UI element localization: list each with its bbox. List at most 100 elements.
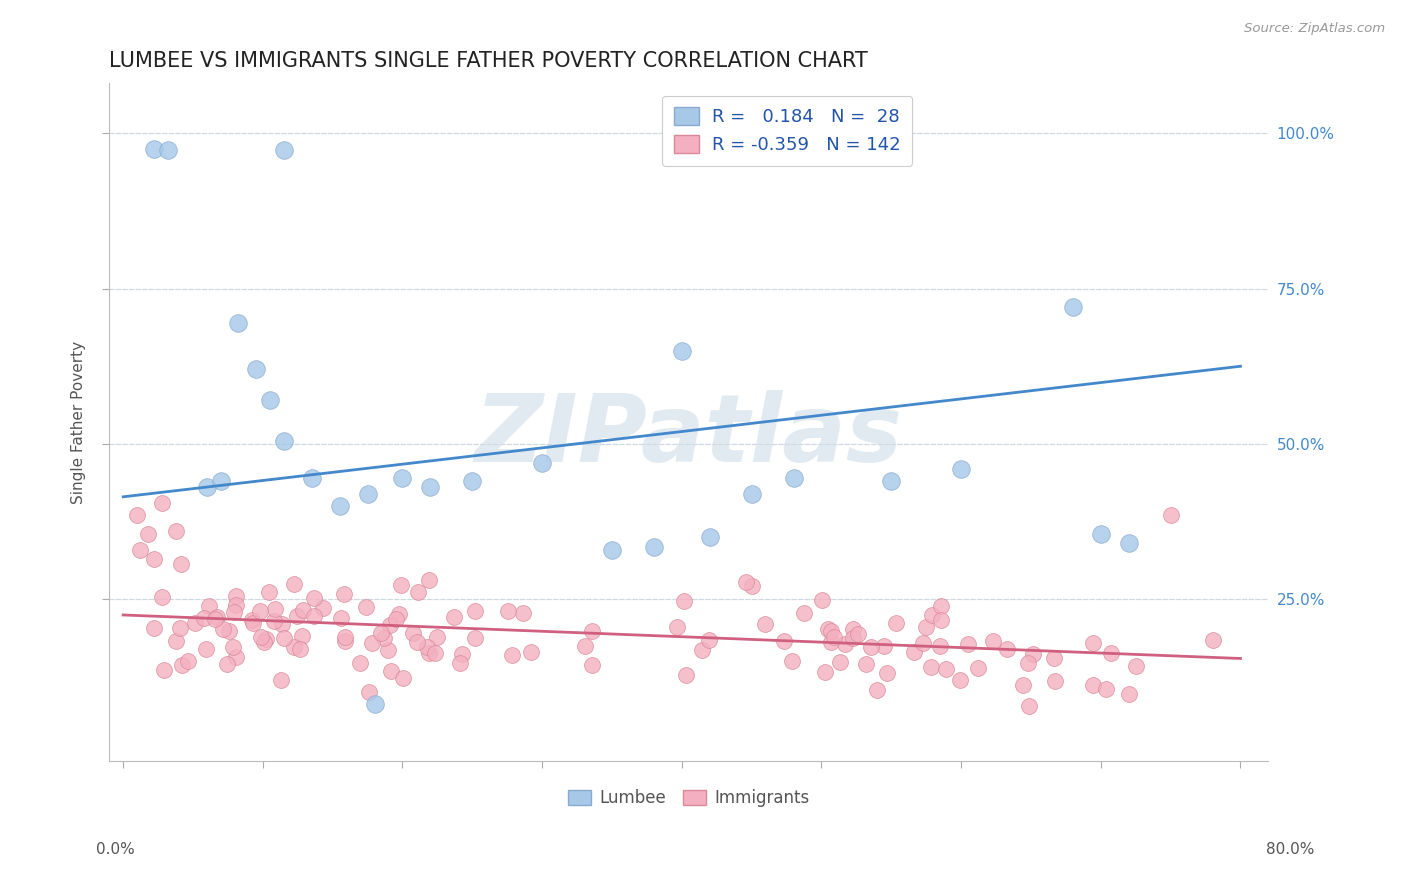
Legend: Lumbee, Immigrants: Lumbee, Immigrants bbox=[561, 782, 817, 814]
Point bbox=[222, 605, 245, 619]
Point bbox=[218, 624, 240, 638]
Point bbox=[406, 584, 429, 599]
Point bbox=[842, 631, 865, 645]
Point bbox=[419, 481, 441, 495]
Point bbox=[957, 637, 980, 651]
Point bbox=[834, 637, 856, 651]
Point bbox=[150, 591, 173, 605]
Point bbox=[283, 576, 305, 591]
Point bbox=[1090, 527, 1112, 541]
Point bbox=[329, 611, 352, 625]
Point bbox=[240, 613, 263, 627]
Point bbox=[392, 671, 415, 685]
Point bbox=[356, 486, 378, 500]
Point bbox=[354, 600, 377, 615]
Point bbox=[361, 636, 384, 650]
Point bbox=[643, 540, 665, 554]
Point bbox=[793, 606, 815, 620]
Point bbox=[370, 626, 392, 640]
Point bbox=[673, 594, 696, 608]
Point bbox=[290, 642, 312, 657]
Point bbox=[464, 631, 486, 645]
Point bbox=[903, 645, 925, 659]
Point bbox=[184, 616, 207, 631]
Point bbox=[418, 573, 440, 587]
Point bbox=[333, 587, 356, 601]
Point bbox=[250, 630, 273, 644]
Point bbox=[780, 654, 803, 668]
Point bbox=[301, 471, 323, 485]
Point bbox=[449, 656, 471, 670]
Point bbox=[921, 608, 943, 623]
Point bbox=[741, 486, 763, 500]
Point bbox=[860, 640, 883, 654]
Point bbox=[950, 462, 973, 476]
Point bbox=[225, 590, 247, 604]
Point bbox=[697, 633, 720, 648]
Point bbox=[222, 640, 245, 654]
Point bbox=[842, 622, 865, 636]
Point bbox=[1043, 650, 1066, 665]
Point bbox=[520, 645, 543, 659]
Point bbox=[512, 606, 534, 620]
Point bbox=[373, 631, 395, 645]
Point bbox=[273, 143, 295, 157]
Point bbox=[1018, 698, 1040, 713]
Point bbox=[273, 631, 295, 645]
Point bbox=[302, 608, 325, 623]
Point bbox=[273, 434, 295, 448]
Point bbox=[1118, 536, 1140, 550]
Point bbox=[920, 659, 942, 673]
Point bbox=[418, 646, 440, 660]
Point bbox=[574, 639, 596, 653]
Point bbox=[169, 622, 191, 636]
Point bbox=[333, 630, 356, 644]
Point bbox=[983, 634, 1005, 648]
Point bbox=[848, 627, 870, 641]
Point bbox=[423, 646, 446, 660]
Text: 0.0%: 0.0% bbox=[96, 842, 135, 857]
Point bbox=[496, 604, 519, 618]
Point bbox=[333, 634, 356, 648]
Point bbox=[283, 640, 305, 654]
Point bbox=[782, 471, 804, 485]
Point bbox=[380, 665, 402, 679]
Point bbox=[170, 557, 193, 571]
Point bbox=[363, 697, 385, 711]
Point bbox=[450, 647, 472, 661]
Point bbox=[388, 607, 411, 621]
Point bbox=[817, 623, 839, 637]
Point bbox=[142, 552, 165, 566]
Point bbox=[880, 475, 903, 489]
Point bbox=[872, 639, 894, 653]
Point bbox=[329, 499, 352, 513]
Point bbox=[259, 584, 281, 599]
Point bbox=[734, 574, 756, 589]
Point bbox=[690, 643, 713, 657]
Point bbox=[264, 601, 287, 615]
Point bbox=[1201, 632, 1223, 647]
Point bbox=[1118, 687, 1140, 701]
Point bbox=[1081, 678, 1104, 692]
Point bbox=[165, 634, 187, 648]
Text: LUMBEE VS IMMIGRANTS SINGLE FATHER POVERTY CORRELATION CHART: LUMBEE VS IMMIGRANTS SINGLE FATHER POVER… bbox=[110, 51, 868, 70]
Point bbox=[204, 612, 226, 626]
Point bbox=[1095, 681, 1118, 696]
Point bbox=[136, 527, 159, 541]
Point bbox=[378, 618, 401, 632]
Point bbox=[195, 481, 218, 495]
Point bbox=[212, 622, 235, 636]
Point bbox=[1083, 636, 1105, 650]
Point bbox=[285, 609, 308, 624]
Point bbox=[249, 604, 271, 618]
Point bbox=[142, 621, 165, 635]
Point bbox=[406, 635, 429, 649]
Point bbox=[675, 668, 697, 682]
Point bbox=[245, 362, 267, 376]
Text: Source: ZipAtlas.com: Source: ZipAtlas.com bbox=[1244, 22, 1385, 36]
Point bbox=[671, 343, 693, 358]
Point bbox=[198, 599, 221, 613]
Point bbox=[271, 617, 294, 632]
Point bbox=[600, 542, 623, 557]
Point bbox=[304, 591, 326, 605]
